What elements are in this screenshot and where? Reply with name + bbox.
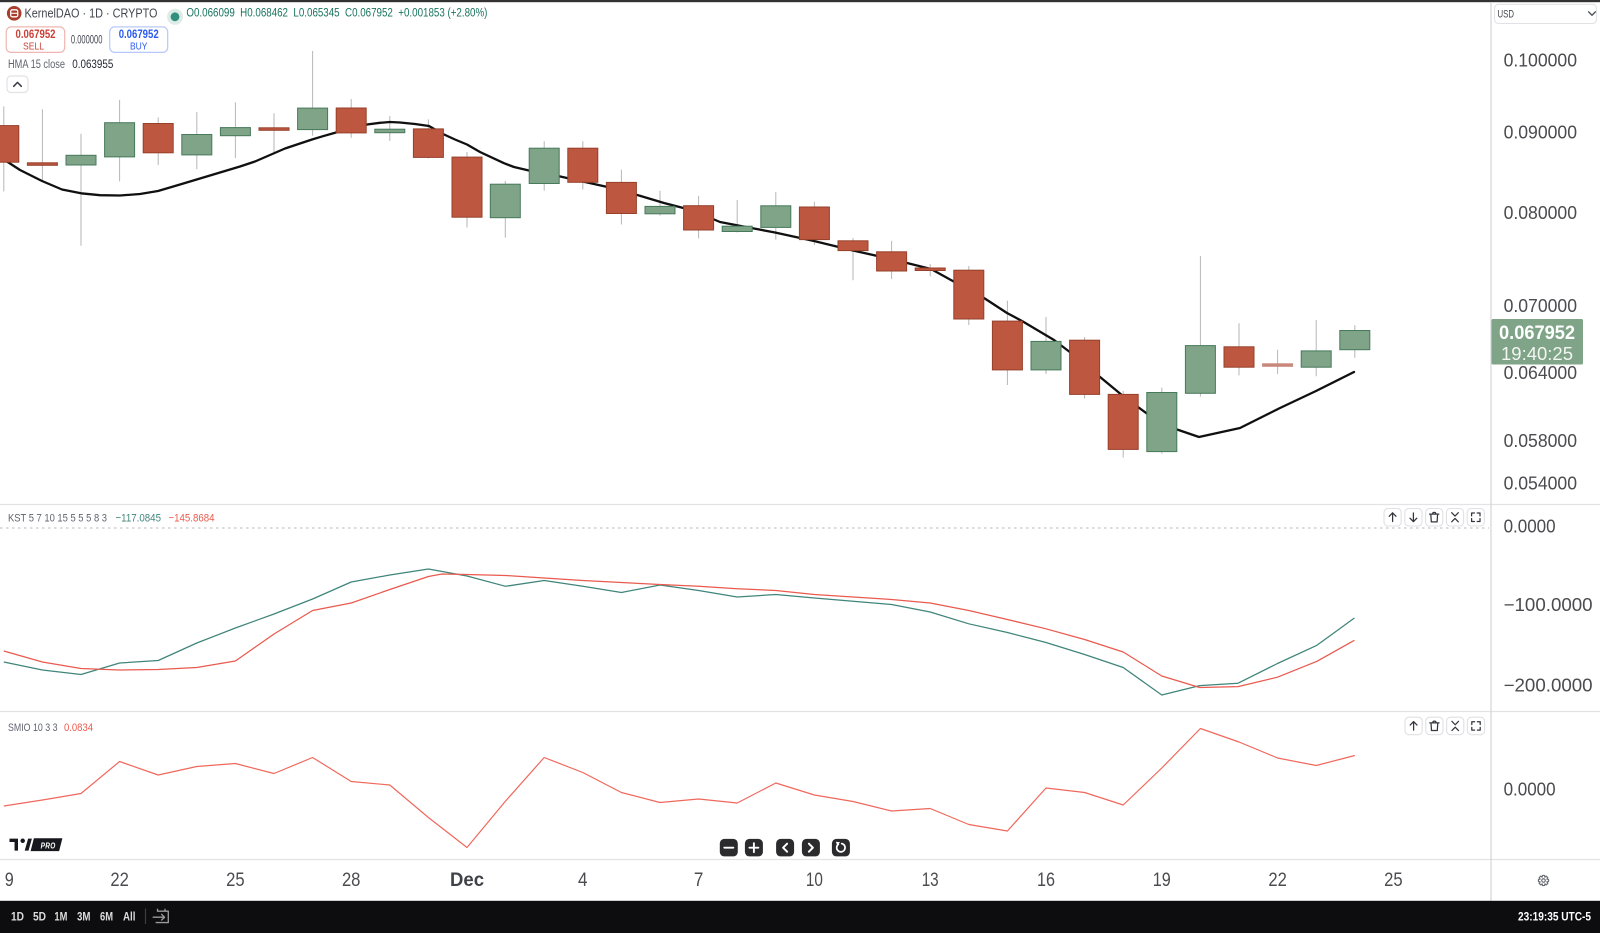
svg-text:22: 22	[110, 870, 129, 891]
svg-text:25: 25	[1384, 870, 1403, 891]
svg-text:0.080000: 0.080000	[1504, 202, 1577, 223]
svg-text:−200.0000: −200.0000	[1504, 675, 1593, 696]
svg-text:22: 22	[1268, 870, 1287, 891]
svg-text:0.090000: 0.090000	[1504, 122, 1577, 143]
svg-text:0.0000: 0.0000	[1504, 779, 1556, 800]
svg-text:−145.8684: −145.8684	[169, 512, 215, 524]
svg-text:USD: USD	[1498, 8, 1515, 20]
svg-text:−100.0000: −100.0000	[1504, 594, 1593, 615]
svg-text:13: 13	[922, 870, 939, 891]
svg-text:BUY: BUY	[130, 42, 148, 53]
svg-text:SELL: SELL	[23, 42, 44, 53]
svg-text:PRO: PRO	[41, 840, 56, 850]
svg-text:25: 25	[226, 870, 245, 891]
svg-text:0.100000: 0.100000	[1504, 50, 1577, 71]
svg-text:4: 4	[578, 870, 588, 891]
svg-text:KernelDAO · 1D · CRYPTO: KernelDAO · 1D · CRYPTO	[25, 6, 158, 21]
svg-text:0.0834: 0.0834	[64, 722, 93, 734]
svg-text:7: 7	[694, 870, 704, 891]
svg-text:0.067952: 0.067952	[16, 28, 56, 41]
svg-text:10: 10	[806, 870, 823, 891]
svg-text:0.063955: 0.063955	[72, 59, 113, 71]
svg-text:6M: 6M	[100, 910, 113, 923]
svg-text:0.067952: 0.067952	[1499, 323, 1575, 344]
svg-text:KST 5 7 10 15 5 5 5 8 3: KST 5 7 10 15 5 5 5 8 3	[8, 512, 107, 524]
svg-text:0.067952: 0.067952	[119, 28, 159, 41]
svg-text:−117.0845: −117.0845	[116, 512, 162, 524]
svg-text:19: 19	[1153, 870, 1171, 891]
svg-text:28: 28	[342, 870, 361, 891]
svg-text:23:19:35 UTC-5: 23:19:35 UTC-5	[1518, 910, 1591, 924]
svg-text:0.0000: 0.0000	[1504, 516, 1556, 537]
svg-text:19:40:25: 19:40:25	[1501, 344, 1573, 364]
svg-text:0.058000: 0.058000	[1504, 430, 1577, 451]
svg-text:0.070000: 0.070000	[1504, 295, 1577, 316]
svg-text:All: All	[123, 910, 136, 923]
svg-text:9: 9	[5, 870, 14, 891]
svg-text:0.054000: 0.054000	[1504, 473, 1577, 494]
svg-text:Dec: Dec	[450, 870, 484, 891]
svg-text:HMA 15 close: HMA 15 close	[8, 59, 65, 71]
svg-text:16: 16	[1037, 870, 1055, 891]
svg-text:5D: 5D	[33, 910, 46, 923]
svg-text:1D: 1D	[11, 910, 24, 923]
svg-text:3M: 3M	[77, 910, 91, 923]
svg-text:0.000000: 0.000000	[71, 34, 103, 46]
svg-text:SMIO 10 3 3: SMIO 10 3 3	[8, 722, 58, 734]
svg-text:0.064000: 0.064000	[1504, 362, 1577, 383]
svg-text:1M: 1M	[54, 910, 67, 923]
svg-text:O0.066099 H0.068462 L0.06534: O0.066099 H0.068462 L0.065345 C0.067952 …	[186, 6, 487, 20]
